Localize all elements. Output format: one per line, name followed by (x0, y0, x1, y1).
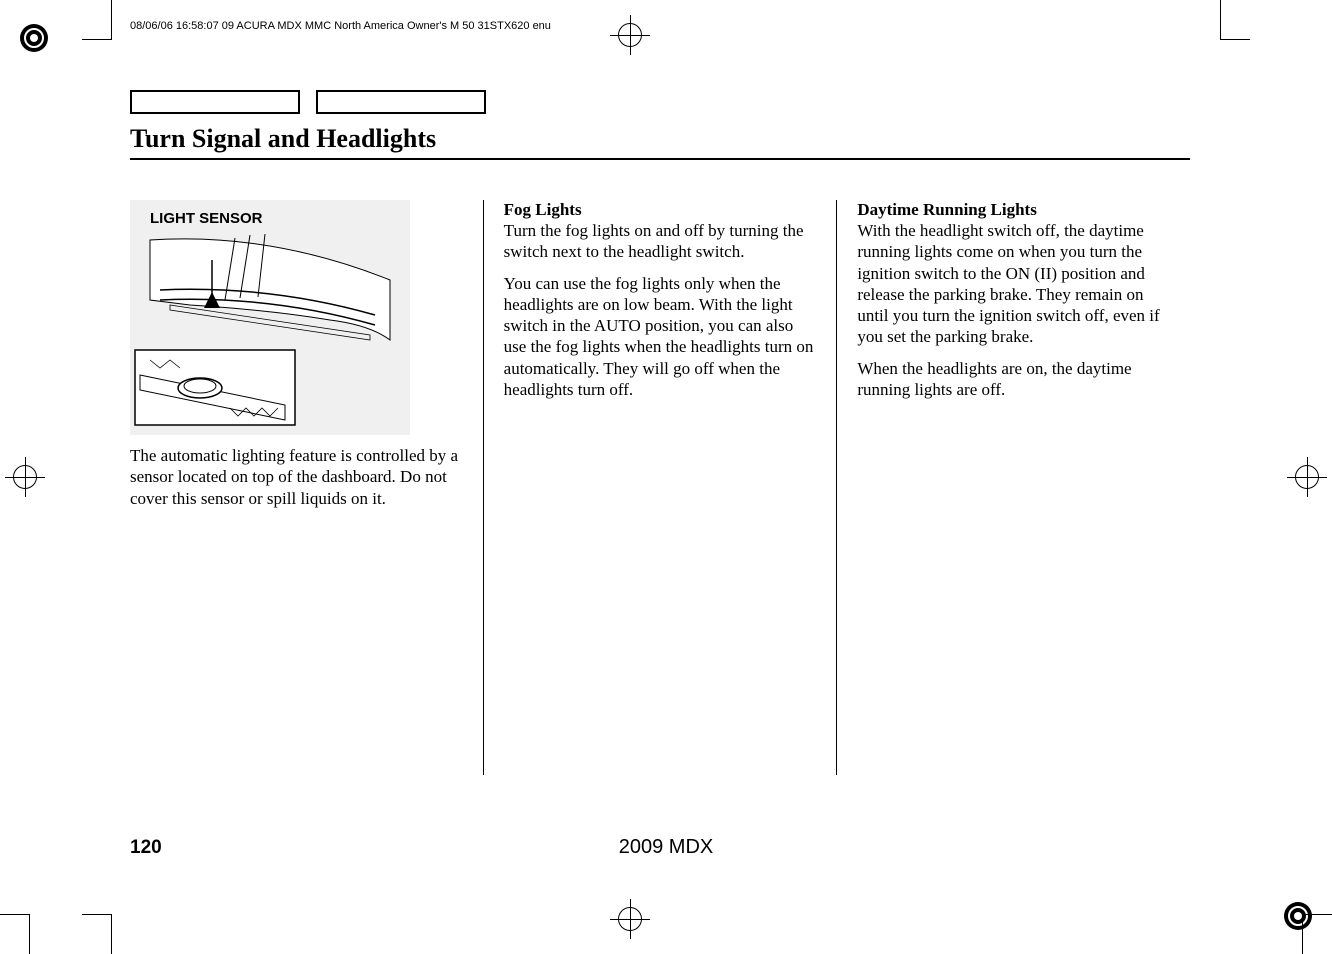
col1-paragraph-1: The automatic lighting feature is contro… (130, 445, 463, 509)
crop-mark (82, 914, 112, 954)
diagram-label: LIGHT SENSOR (150, 210, 263, 227)
registration-cross-left (5, 457, 45, 497)
col2-heading: Fog Lights (504, 200, 817, 220)
col2-paragraph-1: Turn the fog lights on and off by turnin… (504, 220, 817, 263)
title-index-boxes (130, 90, 498, 119)
crop-mark (1302, 914, 1332, 954)
crop-mark (1220, 0, 1250, 40)
crop-mark (82, 0, 112, 40)
col3-paragraph-1: With the headlight switch off, the dayti… (857, 220, 1170, 348)
registration-cross-right (1287, 457, 1327, 497)
column-2: Fog Lights Turn the fog lights on and of… (484, 200, 837, 775)
col3-heading: Daytime Running Lights (857, 200, 1170, 220)
column-1: LIGHT SENSOR The automatic lighting feat… (130, 200, 483, 775)
light-sensor-diagram: LIGHT SENSOR (130, 200, 410, 435)
content-area: LIGHT SENSOR The automatic lighting feat… (130, 200, 1190, 775)
header-metadata: 08/06/06 16:58:07 09 ACURA MDX MMC North… (130, 20, 551, 32)
registration-cross-top (610, 15, 650, 55)
col2-paragraph-2: You can use the fog lights only when the… (504, 273, 817, 401)
footer-model-year: 2009 MDX (0, 836, 1332, 859)
registration-mark-tl (20, 24, 48, 52)
registration-cross-bottom (610, 899, 650, 939)
section-title: Turn Signal and Headlights (130, 124, 436, 154)
column-3: Daytime Running Lights With the headligh… (837, 200, 1190, 775)
diagram-illustration (130, 230, 410, 430)
col3-paragraph-2: When the headlights are on, the daytime … (857, 358, 1170, 401)
crop-mark (0, 914, 30, 954)
title-underline (130, 158, 1190, 160)
